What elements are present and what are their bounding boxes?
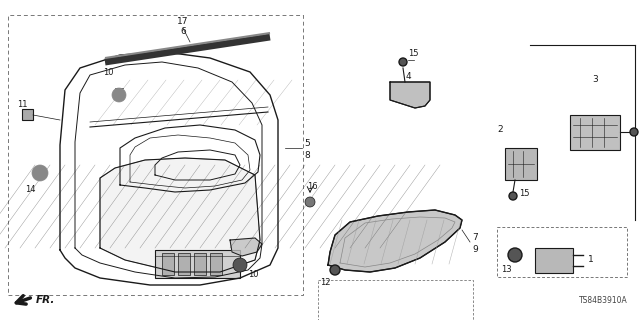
Text: 5: 5 [304, 139, 310, 148]
Circle shape [330, 265, 340, 275]
Polygon shape [100, 158, 260, 272]
Bar [162, 253, 174, 275]
Text: 14: 14 [25, 185, 35, 194]
Text: 12: 12 [320, 278, 330, 287]
Bar [505, 148, 537, 180]
Text: 2: 2 [497, 125, 503, 134]
Text: 10: 10 [248, 270, 259, 279]
Circle shape [508, 248, 522, 262]
Circle shape [112, 88, 126, 102]
Bar [22, 109, 33, 120]
Text: 4: 4 [405, 72, 411, 81]
Bar [194, 253, 206, 275]
Bar [178, 253, 190, 275]
Bar [570, 115, 620, 150]
Polygon shape [230, 238, 262, 256]
Bar [155, 250, 240, 278]
Text: 3: 3 [592, 75, 598, 84]
Text: FR.: FR. [36, 295, 56, 305]
Circle shape [399, 58, 407, 66]
Bar [497, 227, 627, 277]
Text: 15: 15 [519, 189, 529, 198]
Text: 15: 15 [408, 49, 419, 58]
Bar [535, 248, 573, 273]
Text: TS84B3910A: TS84B3910A [579, 296, 628, 305]
Bar [210, 253, 222, 275]
Text: 1: 1 [588, 255, 594, 265]
Text: 7: 7 [472, 234, 477, 243]
Text: 8: 8 [304, 150, 310, 159]
Polygon shape [328, 210, 462, 272]
Text: 16: 16 [307, 182, 317, 191]
Bar [318, 280, 473, 320]
Circle shape [32, 165, 48, 181]
Circle shape [509, 192, 517, 200]
Text: 10: 10 [103, 68, 113, 77]
Circle shape [233, 258, 247, 272]
Text: 17: 17 [177, 18, 189, 27]
Text: 13: 13 [500, 265, 511, 274]
Circle shape [305, 197, 315, 207]
Circle shape [630, 128, 638, 136]
Text: 9: 9 [472, 245, 477, 254]
Text: 11: 11 [17, 100, 28, 109]
Polygon shape [390, 82, 430, 108]
Bar [8, 15, 303, 295]
Text: 6: 6 [180, 28, 186, 36]
